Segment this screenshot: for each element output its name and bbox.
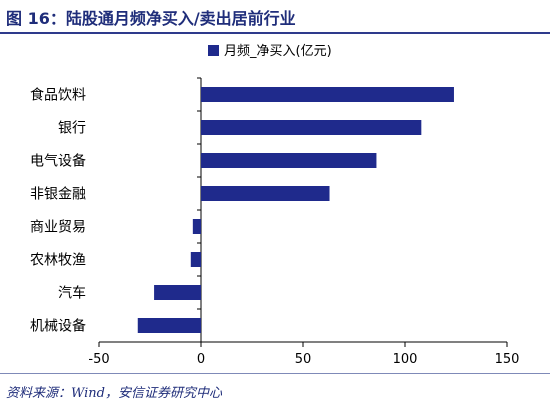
title-bar: 图 16：陆股通月频净买入/卖出居前行业 xyxy=(0,0,550,34)
x-tick-label: -50 xyxy=(88,352,109,367)
chart-title: 图 16：陆股通月频净买入/卖出居前行业 xyxy=(6,9,296,28)
x-tick-label: 0 xyxy=(197,352,205,367)
bar xyxy=(201,120,422,135)
tick-labels: -50 0 50 100 150 xyxy=(88,342,519,367)
source-bar: 资料来源：Wind，安信证券研究中心 xyxy=(0,373,550,407)
category-label: 农林牧渔 xyxy=(30,253,86,269)
axes xyxy=(99,77,507,343)
bar xyxy=(201,153,377,168)
category-label: 银行 xyxy=(58,121,86,137)
legend: 月频_净买入(亿元) xyxy=(208,44,332,59)
bar-chart: 月频_净买入(亿元) 食品饮料银行电气设备非银金融商业贸易农林牧渔汽车机械设备 … xyxy=(30,44,519,367)
bar xyxy=(201,87,454,102)
legend-swatch xyxy=(208,45,219,56)
category-label: 非银金融 xyxy=(30,187,86,203)
bar xyxy=(192,219,201,234)
bars xyxy=(137,87,454,333)
category-label: 汽车 xyxy=(58,285,86,302)
bar xyxy=(137,318,201,333)
category-label: 食品饮料 xyxy=(30,87,86,104)
bar xyxy=(201,186,330,201)
legend-label: 月频_净买入(亿元) xyxy=(224,44,332,59)
bar xyxy=(154,285,201,300)
category-label: 电气设备 xyxy=(30,153,86,170)
category-label: 商业贸易 xyxy=(30,220,86,236)
x-tick-label: 50 xyxy=(295,352,312,367)
category-label: 机械设备 xyxy=(30,318,86,335)
x-tick-label: 100 xyxy=(393,352,418,367)
source-note: 资料来源：Wind，安信证券研究中心 xyxy=(6,386,222,401)
x-tick-label: 150 xyxy=(495,352,520,367)
bar xyxy=(190,252,201,267)
